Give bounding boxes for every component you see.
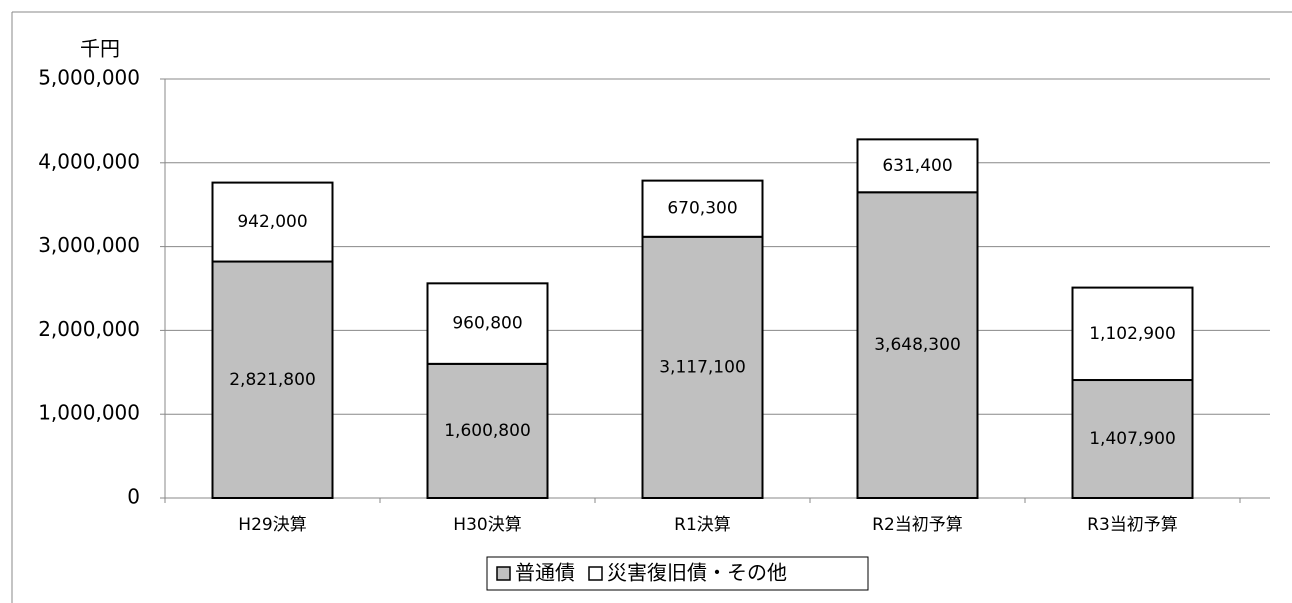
bar-segment [211,181,334,263]
data-label: 1,102,900 [1089,324,1176,344]
y-tick-label: 5,000,000 [38,66,140,90]
x-tick-label: R2当初予算 [872,515,963,535]
x-tick-label: R3当初予算 [1087,515,1178,535]
bar-segment [1071,286,1194,382]
data-label: 3,648,300 [874,335,961,355]
bar-segment [856,191,979,499]
legend-swatch [588,566,603,581]
data-label: 942,000 [237,212,307,232]
data-label: 1,600,800 [444,421,531,441]
legend-label: 災害復旧債・その他 [607,561,787,585]
bar-segment [1071,379,1194,499]
legend-box [486,556,869,591]
data-label: 631,400 [882,156,952,176]
legend-label: 普通債 [515,561,575,585]
bar-segment [641,235,764,499]
y-axis-label: 千円 [80,37,120,61]
data-label: 670,300 [667,199,737,219]
data-label: 960,800 [452,314,522,334]
x-tick-label: R1決算 [674,515,731,535]
y-tick-label: 4,000,000 [38,149,140,173]
bar-segment [856,138,979,194]
y-tick-label: 0 [127,485,140,509]
legend-swatch [496,566,511,581]
data-label: 1,407,900 [1089,429,1176,449]
y-tick-label: 1,000,000 [38,401,140,425]
data-label: 2,821,800 [229,370,316,390]
x-tick-label: H30決算 [453,515,521,535]
data-label: 3,117,100 [659,357,746,377]
bar-segment [426,282,549,365]
y-tick-label: 3,000,000 [38,233,140,257]
x-tick-label: H29決算 [238,515,306,535]
bar-segment [211,260,334,500]
bar-segment [641,179,764,238]
y-tick-label: 2,000,000 [38,317,140,341]
